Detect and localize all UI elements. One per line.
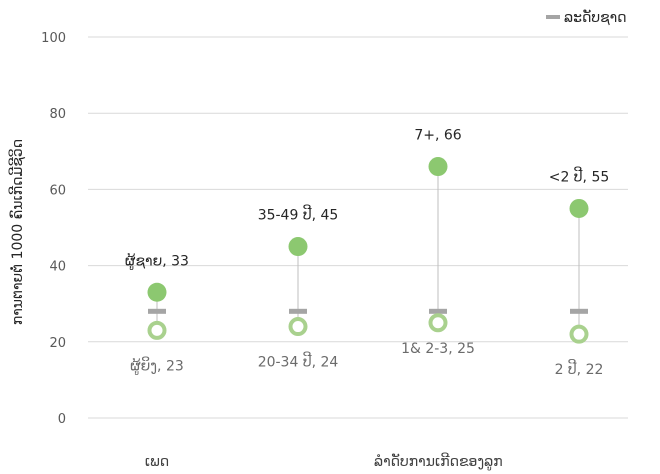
legend-label-national: ລະດັບຊາດ [564,10,627,26]
national-marker [289,308,307,314]
gridlines [88,36,628,419]
low-data-label: 20-34 ປີ, 24 [258,351,339,371]
low-point [569,324,589,344]
low-point [428,313,448,333]
high-point [569,198,589,218]
group-label: ລໍາດັບການເກີດຂອງລູກ [374,452,503,470]
y-tick-label: 40 [49,260,66,275]
low-point [288,317,308,337]
low-data-label: ຜູ້ຍິງ, 23 [130,356,184,374]
high-point [288,237,308,257]
y-axis-title: ການຕາຍຕໍ່ 1000 ຄົນເກີດມີຊີວິດ [8,139,26,325]
low-data-label: 1& 2-3, 25 [401,341,475,357]
legend: ລະດັບຊາດ [546,10,627,26]
high-data-label: 35-49 ປີ, 45 [258,204,339,224]
high-point [147,282,167,302]
y-tick-label: 80 [49,107,66,122]
y-tick-label: 20 [49,336,66,351]
national-marker [570,308,588,314]
high-data-label: ຜູ້ຊາຍ, 33 [125,253,189,270]
low-point [147,320,167,340]
y-tick-label: 60 [49,183,66,198]
y-tick-label: 0 [58,412,66,427]
high-data-label: <2 ປີ, 55 [549,166,610,186]
y-axis-ticks: 0 20 40 60 80 100 [41,31,66,427]
group-labels: ເພດ ລໍາດັບການເກີດຂອງລູກ [145,452,503,470]
data-labels: ຜູ້ຊາຍ, 33 ຜູ້ຍິງ, 23 35-49 ປີ, 45 20-34 ປີ… [125,128,609,379]
high-data-label: 7+, 66 [414,128,461,144]
high-point [428,157,448,177]
series [147,157,589,344]
group-label: ເພດ [145,454,169,470]
national-marker [148,308,166,314]
y-tick-label: 100 [41,31,66,46]
low-data-label: 2 ປີ, 22 [555,359,604,379]
national-marker [429,308,447,314]
legend-swatch-national [546,15,560,19]
